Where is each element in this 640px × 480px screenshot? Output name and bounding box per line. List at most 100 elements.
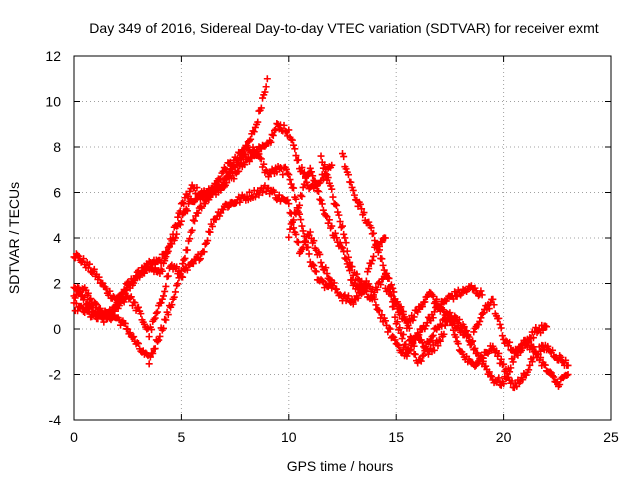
data-point bbox=[158, 295, 166, 303]
data-point bbox=[91, 304, 99, 312]
data-point bbox=[387, 281, 395, 289]
data-point bbox=[404, 345, 412, 353]
data-point bbox=[349, 300, 357, 308]
data-point bbox=[121, 320, 129, 328]
data-point bbox=[282, 165, 290, 173]
data-point bbox=[398, 335, 406, 343]
data-point bbox=[290, 216, 298, 224]
data-point bbox=[191, 217, 199, 225]
y-axis-label: SDTVAR / TECUs bbox=[6, 182, 22, 294]
data-point bbox=[452, 333, 460, 341]
data-point bbox=[257, 104, 265, 112]
data-point bbox=[149, 349, 157, 357]
data-point bbox=[115, 302, 123, 310]
data-point bbox=[151, 314, 159, 322]
data-point bbox=[212, 215, 220, 223]
data-point bbox=[146, 353, 154, 361]
data-point bbox=[306, 228, 314, 236]
data-point bbox=[367, 260, 375, 268]
data-point bbox=[373, 286, 381, 294]
data-point bbox=[316, 195, 324, 203]
data-point bbox=[267, 138, 275, 146]
data-point bbox=[479, 354, 487, 362]
data-point bbox=[105, 313, 113, 321]
data-point bbox=[273, 196, 281, 204]
data-point bbox=[365, 218, 373, 226]
data-point bbox=[150, 315, 158, 323]
data-point bbox=[87, 295, 95, 303]
data-point bbox=[490, 301, 498, 309]
data-point bbox=[446, 313, 454, 321]
data-point bbox=[497, 355, 505, 363]
data-point bbox=[168, 301, 176, 309]
data-point bbox=[204, 237, 212, 245]
data-point bbox=[299, 183, 307, 191]
x-tick-label: 20 bbox=[496, 429, 512, 445]
data-point bbox=[189, 260, 197, 268]
data-point bbox=[495, 314, 503, 322]
data-point bbox=[403, 324, 411, 332]
data-point bbox=[217, 175, 225, 183]
data-point bbox=[285, 200, 293, 208]
data-point bbox=[315, 188, 323, 196]
data-point bbox=[525, 366, 533, 374]
data-point bbox=[194, 251, 202, 259]
series-track-3 bbox=[70, 147, 336, 368]
data-point bbox=[255, 150, 263, 158]
data-point bbox=[293, 238, 301, 246]
data-point bbox=[183, 266, 191, 274]
data-point bbox=[386, 325, 394, 333]
data-point bbox=[305, 250, 313, 258]
data-point bbox=[270, 188, 278, 196]
data-point bbox=[375, 246, 383, 254]
data-point bbox=[148, 326, 156, 334]
data-point bbox=[476, 317, 484, 325]
data-point bbox=[118, 290, 126, 298]
data-point bbox=[378, 238, 386, 246]
data-point bbox=[500, 360, 508, 368]
data-point bbox=[454, 340, 462, 348]
data-point bbox=[95, 273, 103, 281]
data-point bbox=[340, 230, 348, 238]
data-point bbox=[181, 254, 189, 262]
data-point bbox=[201, 240, 209, 248]
data-point bbox=[510, 353, 518, 361]
data-point bbox=[418, 339, 426, 347]
data-point bbox=[396, 324, 404, 332]
data-point bbox=[321, 161, 329, 169]
data-point bbox=[526, 361, 534, 369]
data-point bbox=[546, 368, 554, 376]
data-point bbox=[486, 299, 494, 307]
data-point bbox=[371, 236, 379, 244]
data-point bbox=[475, 292, 483, 300]
data-point bbox=[341, 234, 349, 242]
data-point bbox=[319, 206, 327, 214]
data-point bbox=[447, 318, 455, 326]
data-point bbox=[262, 83, 270, 91]
data-point bbox=[453, 292, 461, 300]
data-point bbox=[471, 284, 479, 292]
data-point bbox=[317, 152, 325, 160]
data-point bbox=[508, 377, 516, 385]
data-point bbox=[206, 228, 214, 236]
data-point bbox=[243, 142, 251, 150]
data-point bbox=[395, 342, 403, 350]
data-point bbox=[341, 291, 349, 299]
data-point bbox=[211, 187, 219, 195]
data-point bbox=[312, 182, 320, 190]
data-point bbox=[285, 126, 293, 134]
data-point bbox=[414, 329, 422, 337]
data-point bbox=[372, 301, 380, 309]
data-point bbox=[291, 145, 299, 153]
data-point bbox=[317, 196, 325, 204]
data-point bbox=[477, 314, 485, 322]
data-point bbox=[328, 161, 336, 169]
data-point bbox=[224, 203, 232, 211]
data-point bbox=[162, 248, 170, 256]
data-point bbox=[284, 196, 292, 204]
data-point bbox=[304, 170, 312, 178]
data-point bbox=[535, 325, 543, 333]
data-point bbox=[82, 304, 90, 312]
data-point bbox=[309, 260, 317, 268]
